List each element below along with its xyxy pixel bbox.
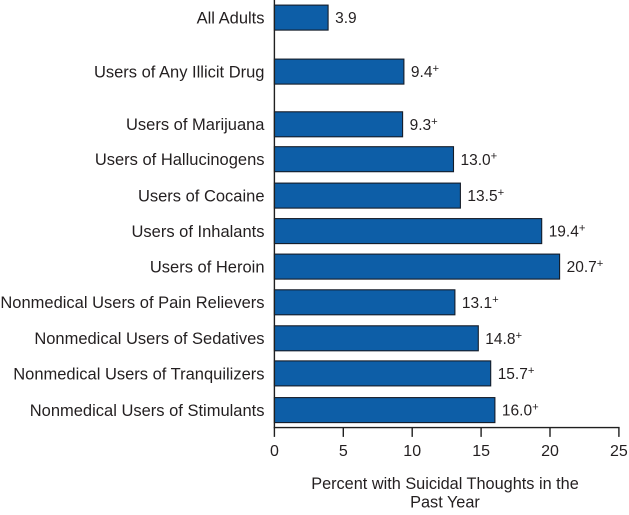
svg-text:Percent with Suicidal Thoughts: Percent with Suicidal Thoughts in the xyxy=(311,475,579,493)
svg-text:20.7+: 20.7+ xyxy=(567,258,604,276)
svg-text:0: 0 xyxy=(270,443,279,460)
svg-text:Users of Cocaine: Users of Cocaine xyxy=(138,188,265,206)
svg-text:Nonmedical Users of Tranquiliz: Nonmedical Users of Tranquilizers xyxy=(13,365,264,383)
svg-text:5: 5 xyxy=(339,443,348,460)
svg-text:Users of Heroin: Users of Heroin xyxy=(150,259,265,277)
svg-text:13.0+: 13.0+ xyxy=(461,151,498,169)
svg-text:20: 20 xyxy=(541,443,559,460)
svg-text:14.8+: 14.8+ xyxy=(485,330,522,348)
svg-text:9.3+: 9.3+ xyxy=(410,116,439,134)
svg-text:All Adults: All Adults xyxy=(197,10,265,28)
svg-text:16.0+: 16.0+ xyxy=(502,402,539,420)
svg-text:Users of Marijuana: Users of Marijuana xyxy=(126,116,265,134)
svg-text:19.4+: 19.4+ xyxy=(549,223,586,241)
svg-text:10: 10 xyxy=(403,443,421,460)
svg-text:Nonmedical Users of Stimulants: Nonmedical Users of Stimulants xyxy=(30,402,265,420)
svg-text:Users of Any Illicit Drug: Users of Any Illicit Drug xyxy=(94,64,265,82)
svg-text:13.5+: 13.5+ xyxy=(467,187,504,205)
svg-text:Nonmedical Users of Sedatives: Nonmedical Users of Sedatives xyxy=(34,330,264,348)
svg-text:25: 25 xyxy=(610,443,628,460)
svg-text:Users of Inhalants: Users of Inhalants xyxy=(132,223,265,241)
svg-text:Nonmedical Users of Pain Relie: Nonmedical Users of Pain Relievers xyxy=(0,294,264,312)
svg-text:Past Year: Past Year xyxy=(410,493,480,511)
svg-text:15: 15 xyxy=(472,443,490,460)
svg-text:13.1+: 13.1+ xyxy=(462,294,499,312)
svg-text:15.7+: 15.7+ xyxy=(498,365,535,383)
svg-text:9.4+: 9.4+ xyxy=(411,63,440,81)
svg-text:Users of Hallucinogens: Users of Hallucinogens xyxy=(95,151,265,169)
svg-text:3.9: 3.9 xyxy=(335,10,357,27)
